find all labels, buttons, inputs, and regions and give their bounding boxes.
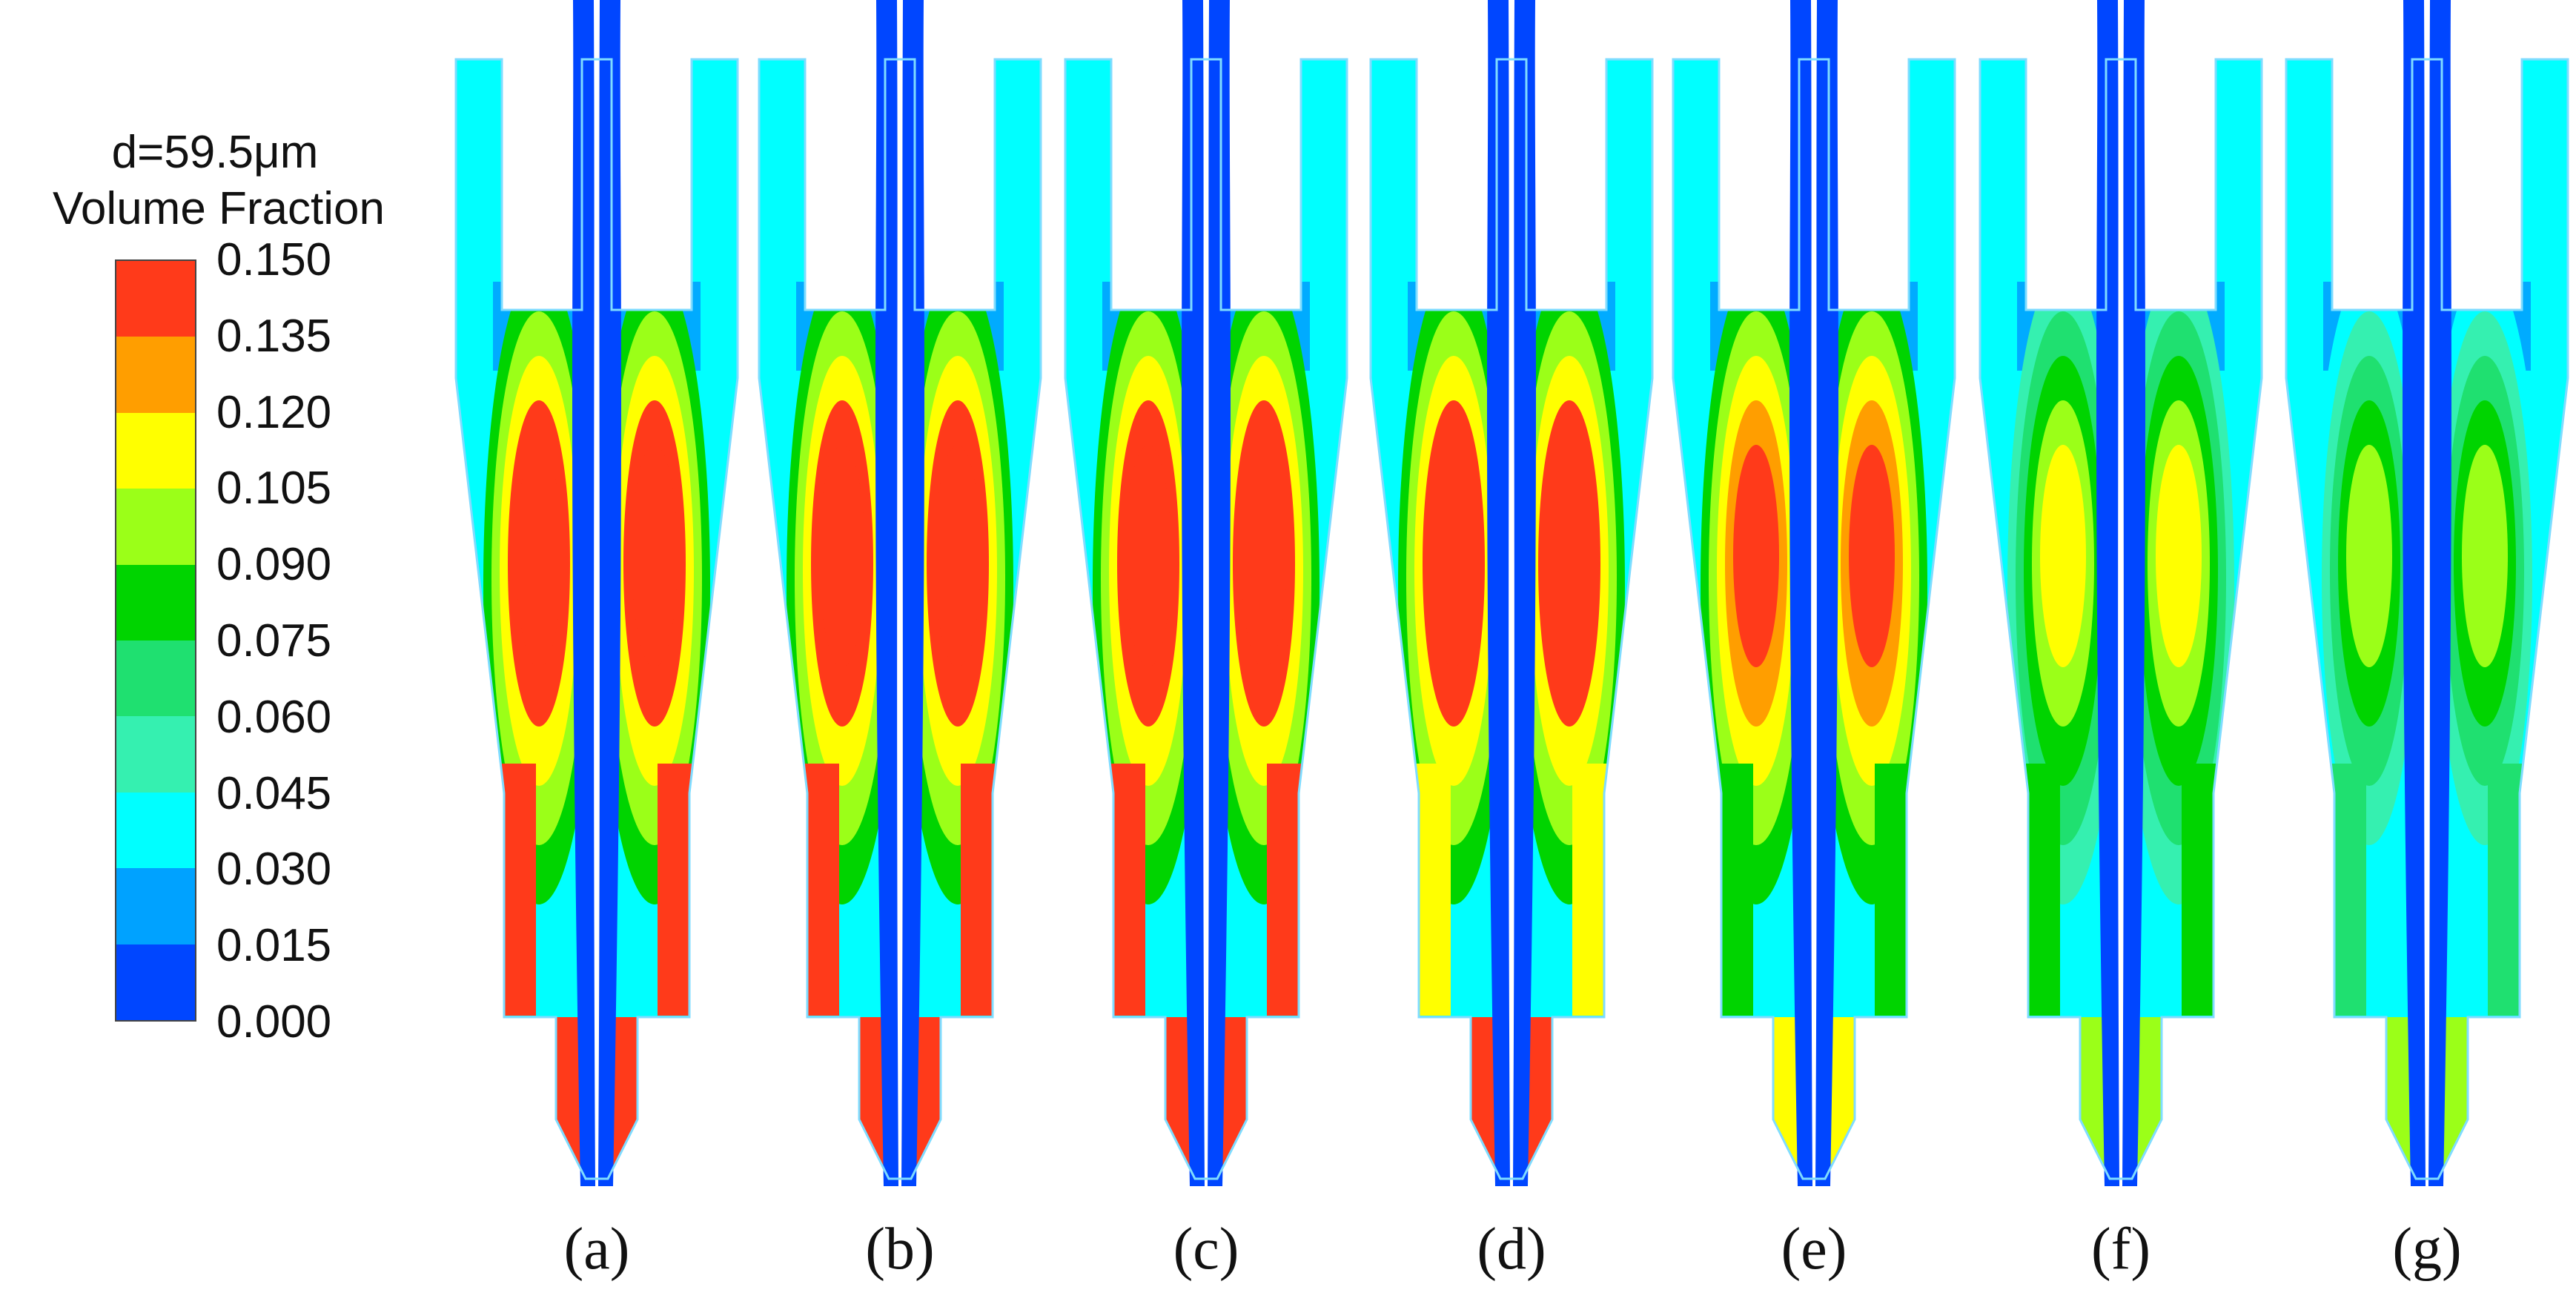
contour-panel — [2285, 0, 2569, 1186]
spigot-band — [1528, 1017, 1554, 1179]
geometry-outline — [2285, 58, 2569, 1180]
concentration-lobe — [2156, 445, 2202, 667]
wall-band — [1719, 764, 1753, 1016]
colorbar-band — [116, 716, 195, 793]
colorbar-tick-label: 0.105 — [216, 463, 332, 514]
geometry-outline — [1064, 58, 1348, 1180]
wall-band — [1267, 764, 1301, 1016]
colorbar-band — [116, 641, 195, 717]
contour-panel — [1979, 0, 2263, 1186]
concentration-lobe — [1849, 445, 1895, 667]
wall-band — [1417, 764, 1451, 1016]
contour-panel — [454, 0, 739, 1186]
spigot-band — [2078, 1017, 2105, 1179]
spigot-band — [916, 1017, 943, 1179]
spigot-band — [1163, 1017, 1190, 1179]
colorbar-band — [116, 792, 195, 869]
colorbar — [115, 259, 196, 1022]
concentration-lobe — [2462, 445, 2508, 667]
concentration-lobe — [1241, 445, 1287, 667]
spigot-band — [2384, 1017, 2411, 1179]
wall-band — [805, 764, 839, 1016]
spigot-band — [613, 1017, 640, 1179]
wall-band — [961, 764, 995, 1016]
concentration-lobe — [1431, 445, 1477, 667]
wall-band — [2332, 764, 2366, 1016]
core-gap — [897, 0, 903, 1186]
contour-panel — [1064, 0, 1348, 1186]
colorbar-tick-label: 0.060 — [216, 691, 332, 743]
legend-title-variable: Volume Fraction — [53, 183, 385, 234]
geometry-outline — [758, 58, 1042, 1180]
colorbar-tick-label: 0.120 — [216, 386, 332, 438]
spigot-band — [2137, 1017, 2164, 1179]
spigot-band — [1469, 1017, 1495, 1179]
wall-band — [658, 764, 692, 1016]
spigot-band — [2443, 1017, 2470, 1179]
spigot-band — [1830, 1017, 1857, 1179]
contour-panel — [758, 0, 1042, 1186]
geometry-outline — [1672, 58, 1956, 1180]
concentration-lobe — [632, 445, 678, 667]
panel-label: (f) — [2091, 1217, 2150, 1282]
wall-band — [1111, 764, 1145, 1016]
concentration-lobe — [935, 445, 981, 667]
spigot-band — [554, 1017, 580, 1179]
concentration-lobe — [2346, 445, 2392, 667]
legend-title-diameter: d=59.5μm — [111, 127, 319, 178]
contour-panel — [1672, 0, 1956, 1186]
contour-panel — [1369, 0, 1654, 1186]
geometry-outline — [1979, 58, 2263, 1180]
concentration-lobe — [1125, 445, 1171, 667]
panel-label: (a) — [563, 1217, 630, 1282]
concentration-lobe — [516, 445, 562, 667]
colorbar-band — [116, 412, 195, 489]
colorbar-tick-label: 0.045 — [216, 767, 332, 819]
colorbar-band — [116, 944, 195, 1021]
wall-band — [2488, 764, 2522, 1016]
colorbar-band — [116, 337, 195, 413]
colorbar-tick-label: 0.015 — [216, 920, 332, 972]
geometry-outline — [1369, 58, 1654, 1180]
panel-label: (e) — [1781, 1217, 1847, 1282]
geometry-outline — [454, 58, 739, 1180]
colorbar-tick-label: 0.090 — [216, 539, 332, 591]
core-gap — [594, 0, 600, 1186]
concentration-lobe — [819, 445, 865, 667]
colorbar-tick-label: 0.150 — [216, 234, 332, 285]
wall-band — [2026, 764, 2060, 1016]
core-gap — [1203, 0, 1209, 1186]
concentration-lobe — [2040, 445, 2086, 667]
panel-label: (d) — [1477, 1217, 1546, 1282]
colorbar-tick-label: 0.030 — [216, 844, 332, 896]
panel-label: (g) — [2392, 1217, 2462, 1282]
colorbar-band — [116, 489, 195, 565]
core-gap — [2118, 0, 2124, 1186]
wall-band — [2182, 764, 2216, 1016]
panel-label: (c) — [1173, 1217, 1239, 1282]
wall-band — [1875, 764, 1909, 1016]
concentration-lobe — [1733, 445, 1779, 667]
colorbar-tick-label: 0.000 — [216, 996, 332, 1048]
colorbar-legend: d=59.5μm Volume Fraction 0.150 0.135 0.120… — [0, 0, 445, 1053]
spigot-band — [857, 1017, 884, 1179]
concentration-lobe — [1546, 445, 1592, 667]
wall-band — [502, 764, 536, 1016]
core-gap — [1509, 0, 1514, 1186]
colorbar-band — [116, 564, 195, 641]
colorbar-tick-label: 0.135 — [216, 310, 332, 362]
colorbar-band — [116, 868, 195, 944]
colorbar-band — [116, 261, 195, 337]
spigot-band — [1771, 1017, 1798, 1179]
core-gap — [2424, 0, 2430, 1186]
core-gap — [1811, 0, 1817, 1186]
panel-label: (b) — [865, 1217, 935, 1282]
wall-band — [1572, 764, 1606, 1016]
colorbar-tick-label: 0.075 — [216, 615, 332, 666]
spigot-band — [1222, 1017, 1249, 1179]
